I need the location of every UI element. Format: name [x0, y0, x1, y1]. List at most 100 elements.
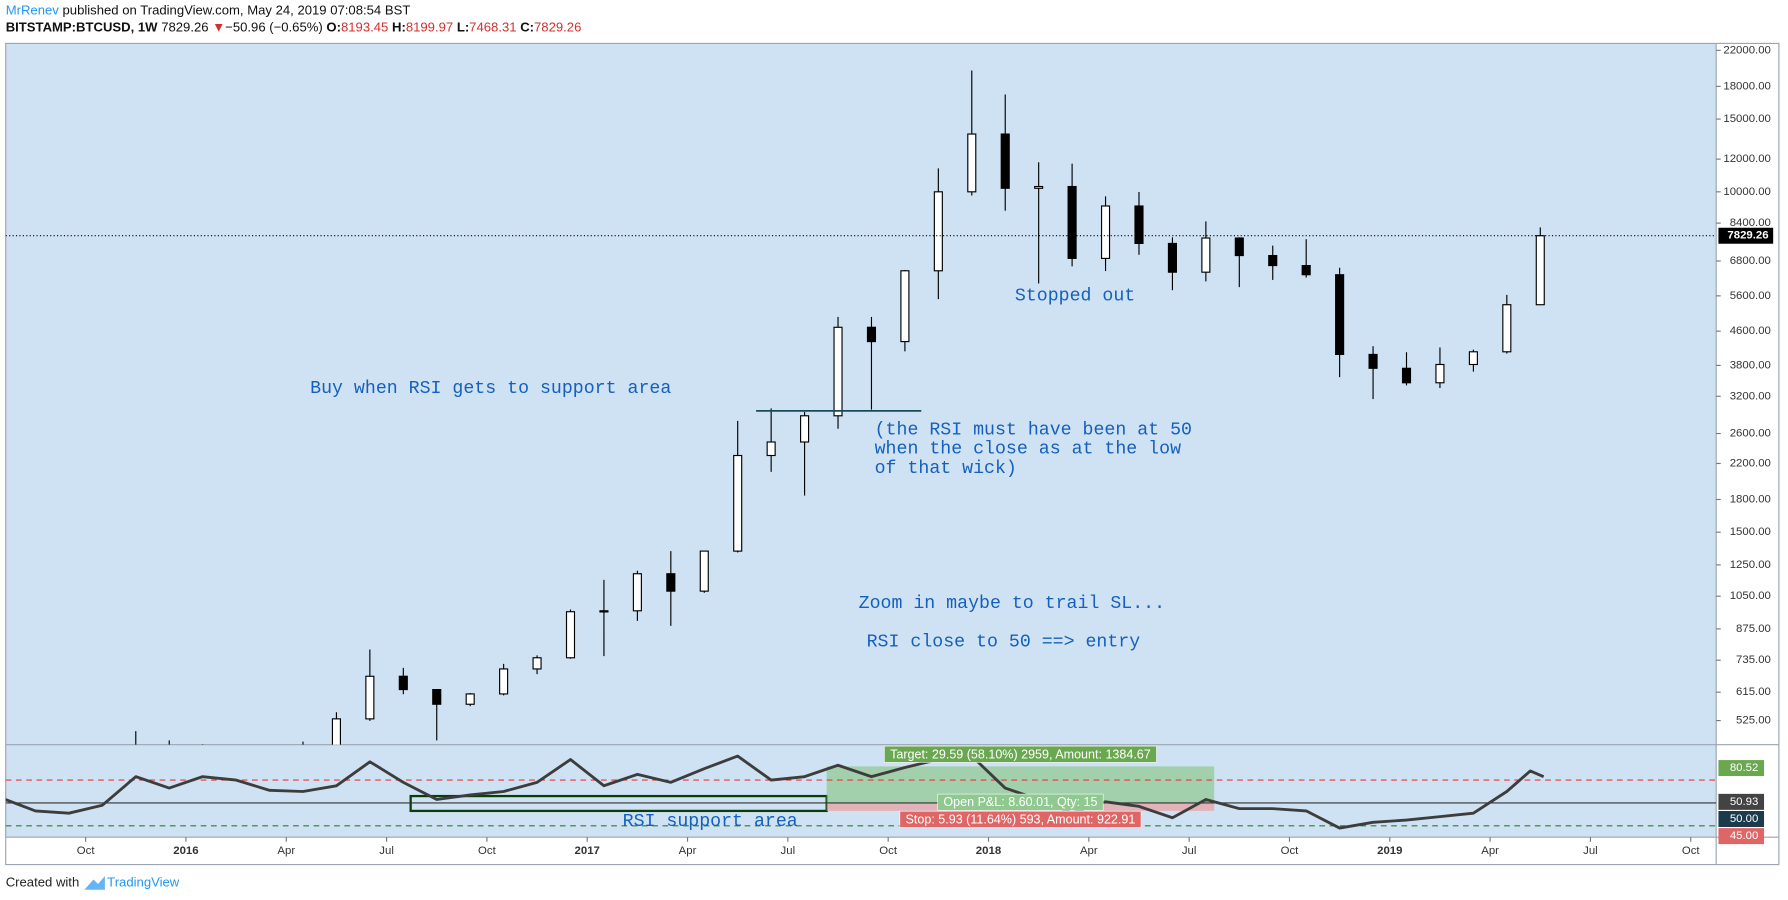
candle-body	[1301, 264, 1311, 276]
candle-body	[1368, 353, 1378, 369]
open: 8193.45	[341, 20, 388, 35]
candle-body	[800, 415, 810, 443]
target-label: Target: 29.59 (58.10%) 2959, Amount: 138…	[890, 747, 1151, 761]
y-tick-label: 6800.00	[1730, 255, 1771, 267]
rsi-marker-label: 80.52	[1730, 762, 1759, 774]
candle-body	[766, 441, 776, 457]
y-tick-label: 3200.00	[1730, 390, 1771, 402]
candle-body	[532, 657, 542, 670]
rsi-marker-label: 50.93	[1730, 796, 1759, 808]
x-tick-label: Oct	[478, 845, 497, 857]
rsi-marker	[1718, 828, 1765, 845]
support-label: RSI support area	[623, 812, 798, 832]
last-price-box	[1718, 227, 1774, 244]
candle-body	[432, 688, 442, 705]
x-tick-label: 2016	[173, 845, 198, 857]
pnl-label: Open P&L: 8.60.01, Qty: 15	[943, 795, 1097, 809]
pnl-label-box	[937, 793, 1104, 811]
footer-brand[interactable]: TradingView	[107, 874, 180, 889]
y-tick-label: 5600.00	[1730, 290, 1771, 302]
candle-body	[1468, 351, 1478, 366]
high: 8199.97	[406, 20, 453, 35]
annotation: of that wick)	[875, 459, 1017, 479]
stop-label-box	[899, 810, 1142, 828]
rsi-marker	[1718, 810, 1765, 827]
y-tick-label: 1500.00	[1730, 526, 1771, 538]
y-tick-label: 12000.00	[1723, 153, 1771, 165]
y-tick-label: 615.00	[1736, 686, 1771, 698]
y-tick-label: 1250.00	[1730, 559, 1771, 571]
y-tick-label: 1800.00	[1730, 494, 1771, 506]
candle-body	[465, 693, 475, 705]
low: 7468.31	[469, 20, 516, 35]
candle-body	[866, 326, 877, 343]
candle-body	[499, 668, 509, 695]
annotation: Buy when RSI gets to support area	[310, 379, 671, 399]
y-tick-label: 18000.00	[1723, 80, 1771, 92]
rsi-marker-label: 45.00	[1730, 830, 1759, 842]
candle-body	[1100, 205, 1111, 259]
candle-body	[933, 191, 943, 272]
x-tick-label: Oct	[1682, 845, 1701, 857]
x-tick-label: Jul	[1583, 845, 1598, 857]
y-tick-label: 525.00	[1736, 715, 1771, 727]
x-tick-label: Jul	[1182, 845, 1197, 857]
y-tick-label: 10000.00	[1723, 186, 1771, 198]
candle-body	[1134, 205, 1144, 245]
candle-body	[1167, 242, 1177, 273]
x-tick-label: Oct	[77, 845, 96, 857]
plot-background	[5, 43, 1717, 838]
candle-body	[632, 573, 642, 612]
y-tick-label: 735.00	[1736, 654, 1771, 666]
annotation: Zoom in maybe to trail SL...	[859, 594, 1165, 614]
candle-body	[1000, 133, 1010, 189]
candle-body	[666, 573, 676, 592]
candle-body	[398, 675, 408, 691]
x-tick-label: Jul	[379, 845, 394, 857]
brand-logo[interactable]	[84, 876, 105, 890]
candle-body	[1435, 363, 1445, 384]
header-line: MrRenev published on TradingView.com, Ma…	[6, 3, 411, 18]
candle-body	[1067, 185, 1077, 259]
annotation: Stopped out	[1015, 287, 1135, 307]
y-tick-label: 2600.00	[1730, 428, 1771, 440]
o-label: O:	[326, 20, 341, 35]
price-pane	[5, 70, 1717, 745]
x-tick-label: Apr	[679, 845, 697, 857]
y-tick-label: 1050.00	[1730, 590, 1771, 602]
candle-body	[1201, 237, 1211, 273]
x-tick-label: Apr	[277, 845, 295, 857]
candle-body	[1234, 237, 1244, 257]
y-tick-label: 4600.00	[1730, 325, 1771, 337]
chart-frame	[5, 42, 1780, 866]
candle-body	[599, 610, 609, 613]
annotation: (the RSI must have been at 50	[875, 420, 1192, 440]
close: 7829.26	[534, 20, 581, 35]
author[interactable]: MrRenev	[6, 3, 60, 18]
x-tick-label: Jul	[781, 845, 796, 857]
candle-body	[900, 270, 910, 343]
x-tick-label: 2019	[1377, 845, 1402, 857]
candle-body	[1335, 274, 1345, 356]
stop-label: Stop: 5.93 (11.64%) 593, Amount: 922.91	[906, 812, 1136, 826]
candle-body	[833, 326, 843, 417]
published: published on TradingView.com, May 24, 20…	[62, 3, 410, 18]
candle-body	[1535, 235, 1545, 306]
candle-body	[733, 454, 743, 552]
candle-body	[1268, 254, 1278, 267]
y-tick-label: 3800.00	[1730, 359, 1771, 371]
rsi-marker-label: 50.00	[1730, 813, 1759, 825]
candle-body	[331, 718, 341, 745]
x-tick-label: 2018	[976, 845, 1001, 857]
rsi-marker	[1718, 793, 1765, 810]
candle-body	[699, 550, 709, 592]
footer-text: Created with	[6, 874, 80, 889]
candle-body	[967, 133, 977, 193]
candle-body	[365, 675, 375, 720]
l-label: L:	[457, 20, 469, 35]
candle-body	[1502, 304, 1512, 353]
change: −50.96 (−0.65%)	[225, 20, 323, 35]
rsi-line	[5, 754, 1545, 830]
last-price-label: 7829.26	[1727, 230, 1768, 242]
